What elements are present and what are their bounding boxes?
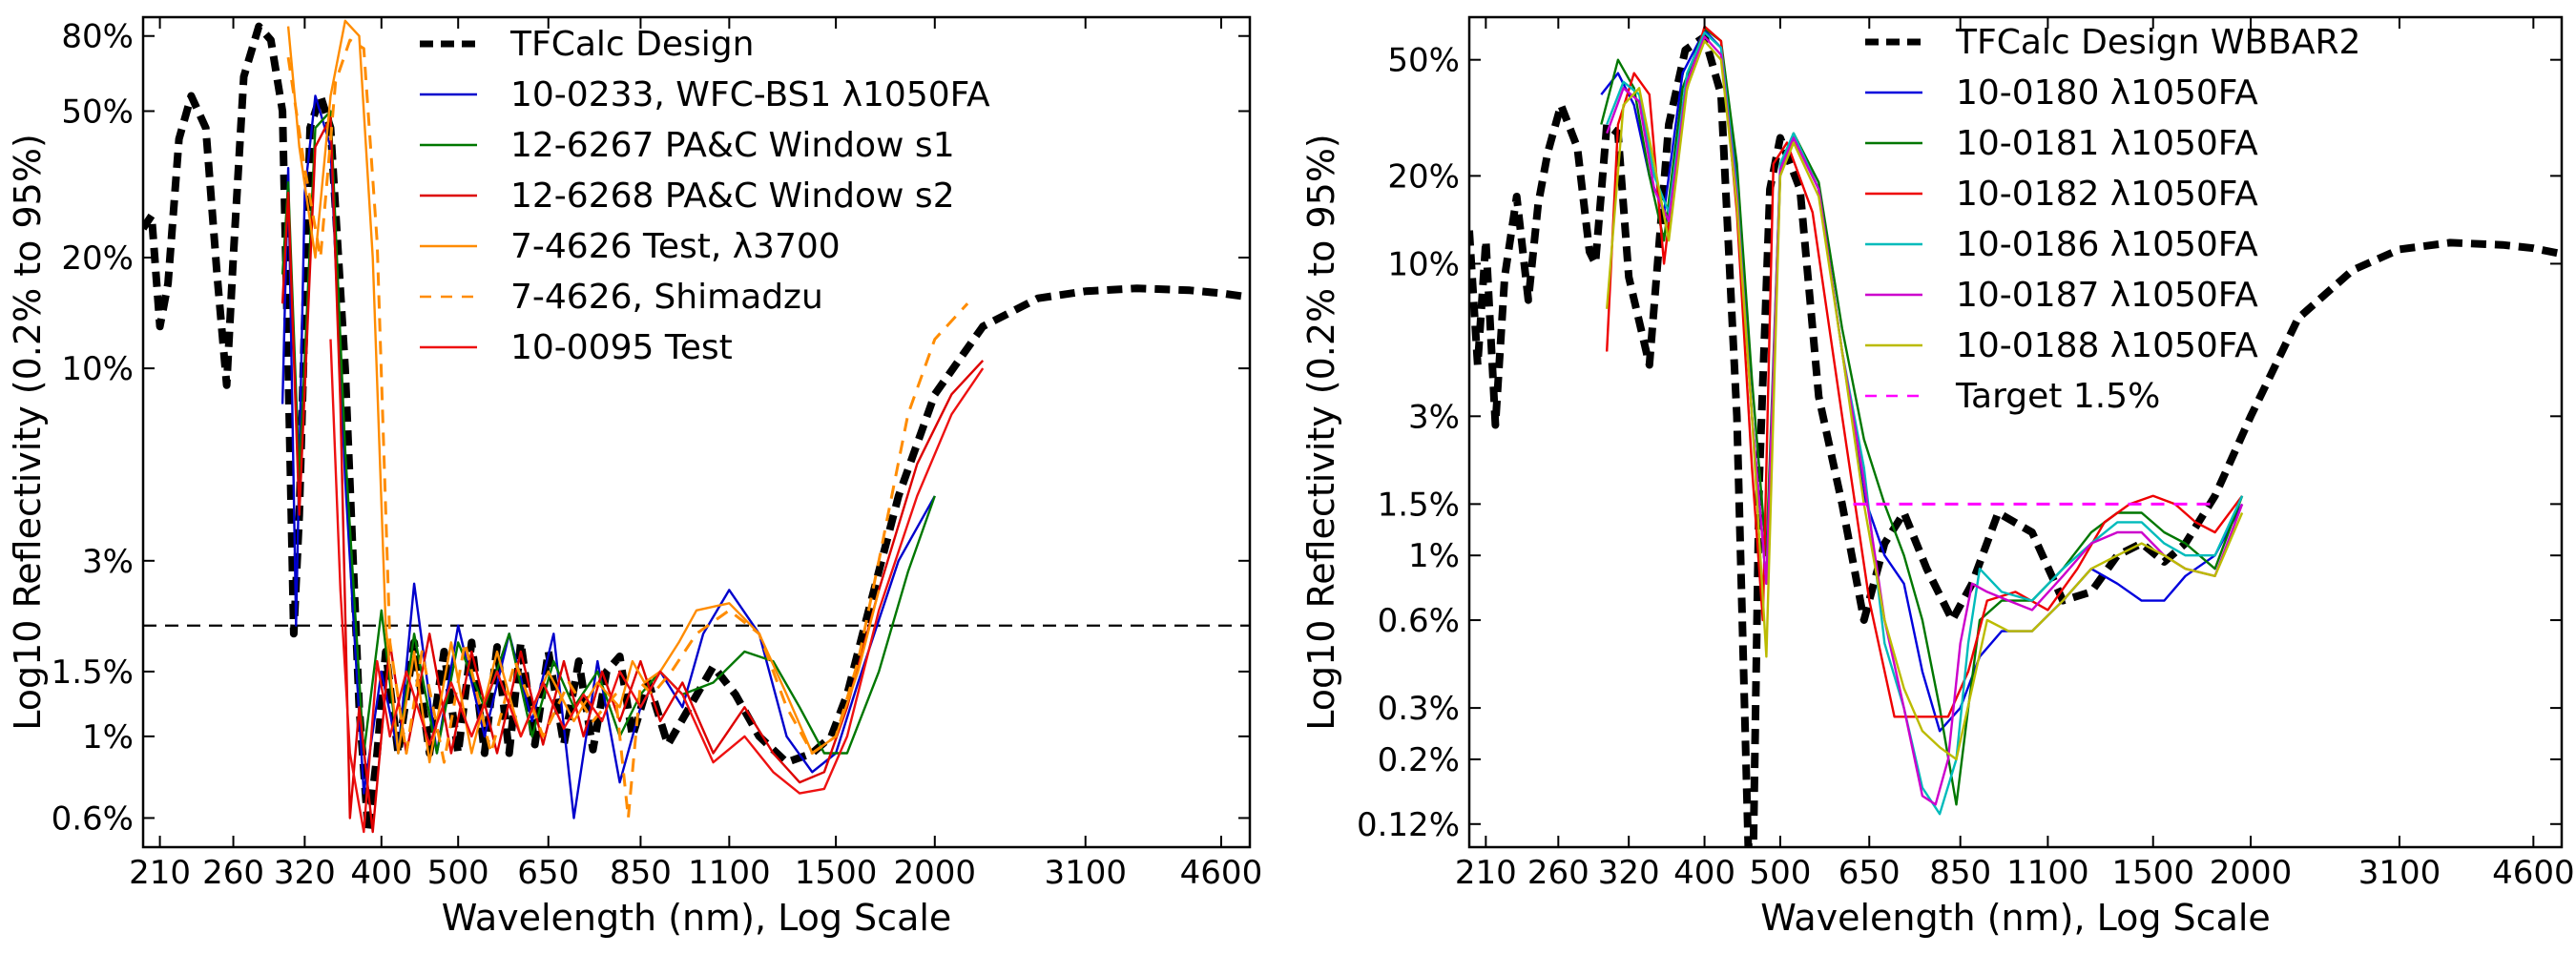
y-tick-label: 80%: [61, 18, 134, 56]
x-tick-label: 1500: [2111, 854, 2194, 892]
x-axis-label: Wavelength (nm), Log Scale: [1760, 897, 2271, 939]
legend-label: 12-6267 PA&C Window s1: [510, 126, 955, 165]
series-line-5: [1606, 35, 2244, 806]
series-line-4: [1606, 31, 2244, 816]
y-tick-label: 0.6%: [52, 799, 134, 838]
x-tick-label: 2000: [2210, 854, 2293, 892]
x-tick-label: 320: [1598, 854, 1660, 892]
x-tick-label: 320: [274, 854, 336, 892]
legend-label: 7-4626 Test, λ3700: [510, 227, 841, 266]
x-tick-label: 4600: [2492, 854, 2575, 892]
x-tick-label: 1100: [2006, 854, 2089, 892]
y-tick-label: 50%: [61, 93, 134, 131]
y-tick-label: 50%: [1387, 42, 1460, 80]
x-tick-label: 850: [1929, 854, 1991, 892]
series-line-6: [1606, 39, 2244, 761]
y-tick-label: 0.3%: [1378, 690, 1460, 728]
x-axis-label: Wavelength (nm), Log Scale: [442, 897, 952, 939]
plot-frame: [141, 15, 1252, 849]
series-line-0: [1469, 32, 2562, 847]
legend-label: TFCalc Design: [509, 25, 754, 64]
series-line-6: [329, 339, 985, 834]
data-layer: [143, 19, 1250, 836]
x-tick-label: 400: [1673, 854, 1735, 892]
data-layer: [1469, 25, 2562, 847]
x-tick-label: 650: [1839, 854, 1901, 892]
x-tick-label: 210: [1455, 854, 1517, 892]
x-tick-label: 650: [517, 854, 579, 892]
legend-label: 10-0186 λ1050FA: [1956, 225, 2258, 264]
y-tick-label: 3%: [1408, 398, 1460, 436]
y-tick-label: 10%: [1387, 245, 1460, 283]
x-tick-label: 2000: [894, 854, 977, 892]
x-tick-label: 3100: [1044, 854, 1127, 892]
legend-label: 10-0181 λ1050FA: [1956, 124, 2258, 163]
y-tick-label: 0.12%: [1357, 806, 1460, 844]
legend-label: 10-0233, WFC-BS1 λ1050FA: [510, 75, 990, 114]
legend: TFCalc Design WBBAR2 10-0180 λ1050FA 10-01…: [1865, 23, 2360, 416]
legend-label: 10-0188 λ1050FA: [1956, 326, 2258, 365]
x-tick-label: 850: [610, 854, 672, 892]
x-tick-label: 500: [1749, 854, 1811, 892]
y-tick-label: 20%: [1387, 157, 1460, 196]
series-line-2: [280, 110, 936, 755]
y-tick-label: 0.6%: [1378, 602, 1460, 640]
legend: TFCalc Design 10-0233, WFC-BS1 λ1050FA 12-…: [420, 25, 990, 367]
x-tick-label: 500: [427, 854, 489, 892]
legend-label: 10-0095 Test: [510, 328, 733, 367]
series-line-0: [143, 22, 1250, 836]
y-tick-label: 20%: [61, 239, 134, 278]
x-tick-label: 210: [129, 854, 191, 892]
left-panel: 210 260 320 400 500 650 850 1100 1500 2000 3100 460…: [7, 15, 1263, 939]
legend-label: 12-6268 PA&C Window s2: [510, 176, 955, 216]
legend-label: 10-0187 λ1050FA: [1956, 276, 2258, 315]
legend-label: Target 1.5%: [1955, 377, 2160, 416]
plot-frame: [1467, 15, 2564, 849]
x-tick-label: 1500: [795, 854, 878, 892]
y-tick-label: 1.5%: [52, 653, 134, 692]
y-tick-label: 10%: [61, 350, 134, 388]
x-tick-label: 260: [1527, 854, 1589, 892]
series-line-5: [286, 38, 969, 819]
legend-label: 10-0182 λ1050FA: [1956, 175, 2258, 214]
x-tick-label: 1100: [688, 854, 771, 892]
legend-label: 10-0180 λ1050FA: [1956, 73, 2258, 113]
y-tick-label: 3%: [82, 543, 134, 581]
y-tick-label: 1%: [1408, 537, 1460, 575]
y-axis-label: Log10 Reflectivity (0.2% to 95%): [1300, 134, 1342, 731]
x-tick-label: 3100: [2358, 854, 2441, 892]
y-axis-label: Log10 Reflectivity (0.2% to 95%): [7, 134, 49, 731]
series-line-1: [1600, 29, 2244, 733]
legend-label: 7-4626, Shimadzu: [510, 278, 823, 317]
right-panel: 210 260 320 400 500 650 850 1100 1500 2000 3100 460…: [1300, 15, 2575, 939]
plot-area: [143, 17, 1250, 847]
legend-label: TFCalc Design WBBAR2: [1955, 23, 2360, 62]
x-tick-label: 400: [350, 854, 412, 892]
y-tick-label: 1.5%: [1378, 486, 1460, 524]
y-tick-label: 1%: [82, 718, 134, 757]
x-tick-label: 260: [202, 854, 264, 892]
y-tick-label: 0.2%: [1378, 741, 1460, 779]
x-tick-label: 4600: [1180, 854, 1263, 892]
